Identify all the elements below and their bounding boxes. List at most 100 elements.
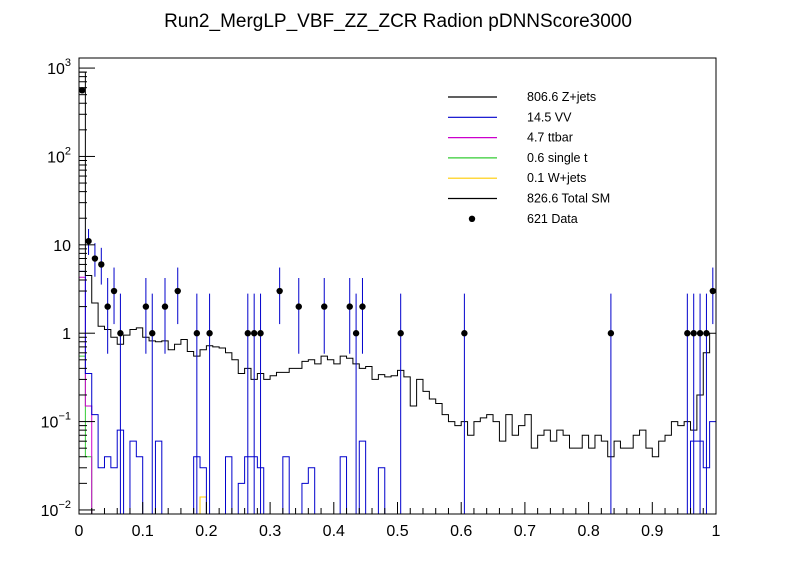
data-point <box>397 293 404 514</box>
series-ttbar-histogram <box>79 276 716 514</box>
data-point <box>346 277 353 354</box>
data-point <box>690 293 697 514</box>
data-point <box>91 243 99 277</box>
legend-label: 806.6 Z+jets <box>527 90 596 104</box>
y-tick-label: 102 <box>47 145 71 166</box>
data-marker <box>696 330 704 337</box>
legend-entry: 0.6 single t <box>448 151 588 165</box>
data-point <box>174 267 181 325</box>
legend-entry: 621 Data <box>468 212 578 226</box>
x-tick-label: 0.5 <box>386 523 408 540</box>
legend-label: 0.6 single t <box>527 151 588 165</box>
data-marker <box>250 330 258 337</box>
data-point <box>607 293 615 514</box>
x-tick-label: 0.1 <box>132 523 154 540</box>
data-point <box>110 267 118 325</box>
data-point <box>696 293 704 514</box>
legend-entry: 826.6 Total SM <box>448 192 610 206</box>
y-tick-exponent: 2 <box>65 145 71 157</box>
legend-label: 14.5 VV <box>527 110 572 124</box>
y-tick-exponent: −2 <box>58 499 71 511</box>
legend-entry: 0.1 W+jets <box>448 171 586 185</box>
y-tick-base: 1 <box>62 326 71 343</box>
x-axis: 0 0.1 0.2 0.3 0.4 0.5 0.6 0.7 0.8 0.9 1 <box>75 502 721 540</box>
data-point <box>193 293 201 514</box>
data-marker <box>397 330 404 337</box>
y-tick-exponent: −1 <box>58 411 71 423</box>
data-point <box>257 293 264 514</box>
y-tick-base: 10 <box>53 238 71 255</box>
data-point <box>703 293 710 514</box>
data-point <box>321 277 328 354</box>
chart-title: Run2_MergLP_VBF_ZZ_ZCR Radion pDNNScore3… <box>164 11 632 32</box>
data-point <box>295 277 302 354</box>
data-marker <box>193 330 201 337</box>
data-marker <box>690 330 697 337</box>
data-marker <box>174 287 181 295</box>
x-tick-label: 0 <box>75 523 84 540</box>
y-tick-label: 1 <box>62 326 71 343</box>
data-point <box>104 277 111 354</box>
data-point <box>359 277 366 354</box>
data-marker <box>276 287 283 295</box>
y-tick-base: 10 <box>41 503 59 520</box>
data-point <box>206 293 213 514</box>
legend-entry: 14.5 VV <box>448 110 572 124</box>
data-marker <box>352 330 360 337</box>
data-marker <box>607 330 615 337</box>
data-marker <box>321 303 328 310</box>
data-point <box>250 293 258 514</box>
legend-marker <box>468 215 476 222</box>
data-marker <box>244 330 252 337</box>
data-marker <box>206 330 213 337</box>
y-tick-label: 10 <box>53 238 71 255</box>
y-tick-base: 10 <box>47 149 65 166</box>
data-point <box>149 293 156 514</box>
data-marker <box>79 87 86 94</box>
plot-area <box>79 71 716 514</box>
data-marker <box>110 287 118 295</box>
data-marker <box>98 261 105 268</box>
data-point <box>85 228 92 255</box>
data-marker <box>104 303 111 310</box>
data-point <box>244 293 252 514</box>
x-tick-label: 0.8 <box>577 523 599 540</box>
data-marker <box>295 303 302 310</box>
x-tick-label: 1 <box>712 523 721 540</box>
y-tick-label: 10−2 <box>41 499 71 520</box>
data-marker <box>257 330 264 337</box>
y-tick-label: 103 <box>47 57 71 78</box>
legend-label: 826.6 Total SM <box>527 192 610 206</box>
data-marker <box>359 303 366 310</box>
data-marker <box>91 255 99 262</box>
legend-label: 621 Data <box>527 212 578 226</box>
x-tick-label: 0.2 <box>195 523 217 540</box>
legend-entry: 806.6 Z+jets <box>448 90 596 104</box>
data-marker <box>684 330 691 337</box>
data-marker <box>703 330 710 337</box>
data-marker <box>346 303 353 310</box>
data-point <box>142 277 150 354</box>
data-point <box>276 267 283 325</box>
data-point <box>79 87 86 94</box>
x-tick-label: 0.4 <box>323 523 345 540</box>
data-marker <box>85 237 92 245</box>
data-point <box>461 293 468 514</box>
series-vv-histogram <box>79 270 716 514</box>
data-point <box>161 277 169 354</box>
data-marker <box>149 330 156 337</box>
x-tick-label: 0.7 <box>514 523 536 540</box>
x-tick-label: 0.9 <box>641 523 663 540</box>
data-marker <box>142 303 150 310</box>
legend-entry: 4.7 ttbar <box>448 131 573 145</box>
series-single-t-histogram <box>79 355 716 514</box>
legend-label: 0.1 W+jets <box>527 171 586 185</box>
data-marker <box>461 330 468 337</box>
y-tick-exponent: 3 <box>65 57 71 69</box>
data-marker <box>709 287 716 295</box>
data-point <box>684 293 691 514</box>
data-point <box>709 267 716 325</box>
series-z-jets-histogram <box>79 71 716 514</box>
